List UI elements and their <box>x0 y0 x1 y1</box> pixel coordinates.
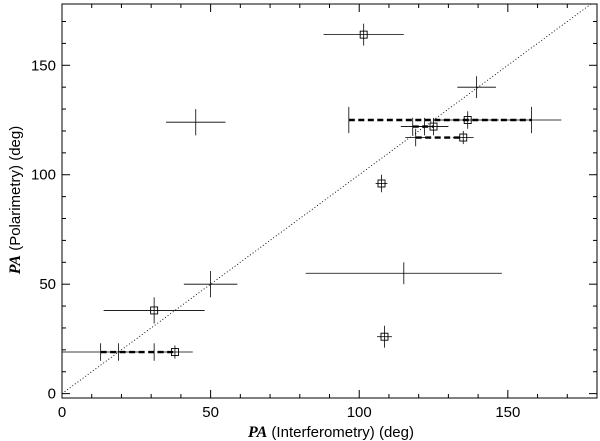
data-point <box>436 111 499 129</box>
square-marker <box>377 179 386 188</box>
x-tick-label: 150 <box>495 404 520 421</box>
plot-area <box>62 4 592 394</box>
reference-line <box>62 4 592 394</box>
axis-ticks: 0 50 100 150 0 50 100 150 <box>31 3 598 421</box>
square-marker <box>170 348 179 356</box>
data-point <box>375 174 388 193</box>
square-marker <box>459 133 468 142</box>
x-tick-label: 0 <box>58 404 66 421</box>
data-point <box>400 117 425 136</box>
square-marker <box>380 332 389 341</box>
data-point <box>62 343 140 361</box>
x-tick-label: 50 <box>202 404 219 421</box>
square-marker <box>359 30 368 39</box>
square-marker <box>463 116 472 124</box>
data-point <box>501 106 562 134</box>
data-point <box>305 262 502 285</box>
data-point <box>457 76 496 99</box>
data-point <box>377 325 392 348</box>
data-point <box>183 271 238 298</box>
axes-frame <box>61 3 598 399</box>
data-point <box>323 23 404 46</box>
y-tick-label: 50 <box>39 276 56 293</box>
data-point <box>405 128 427 147</box>
data-point <box>157 345 193 359</box>
x-axis-label: PA (Interferometry) (deg) <box>247 424 414 441</box>
y-tick-label: 0 <box>48 386 56 403</box>
square-marker <box>150 306 159 315</box>
y-axis-label: PA (Polarimetry) (deg) <box>7 126 24 275</box>
y-tick-label: 150 <box>31 57 56 74</box>
data-point <box>166 109 226 136</box>
y-tick-label: 100 <box>31 167 56 184</box>
data-point <box>103 297 205 324</box>
data-point <box>452 130 474 145</box>
x-tick-label: 100 <box>347 404 372 421</box>
square-marker <box>429 122 438 131</box>
